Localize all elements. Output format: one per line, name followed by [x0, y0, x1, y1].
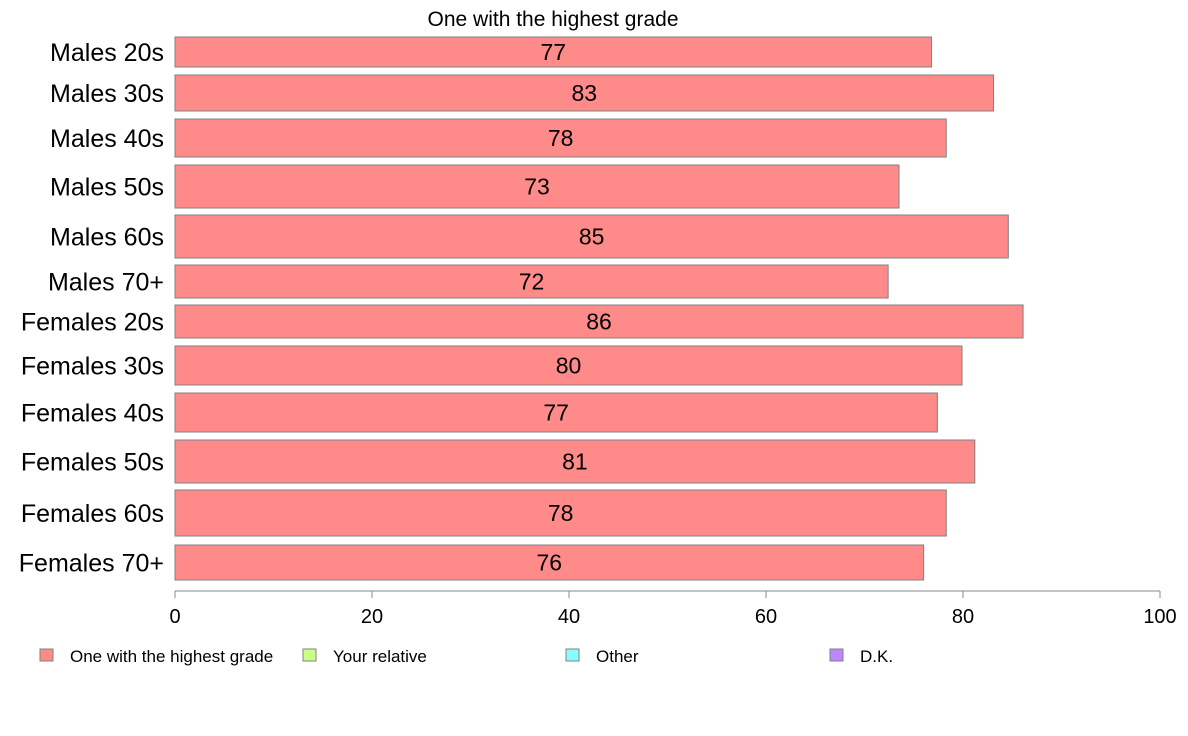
bar [174, 164, 900, 209]
data-label: 85 [579, 224, 605, 250]
x-tick-label: 40 [558, 606, 580, 628]
category-label: Males 20s [50, 39, 164, 67]
bar [174, 36, 932, 68]
category-label: Males 70+ [48, 269, 164, 297]
category-label: Males 30s [50, 80, 164, 108]
x-tick-label: 80 [952, 606, 974, 628]
bars-layer: Males 20s 77 Males 30s 83 Males 40s 78 Males 5… [19, 36, 1024, 581]
category-label: Males 40s [50, 125, 164, 153]
data-label: 86 [586, 309, 612, 335]
legend-label: D.K. [860, 647, 893, 666]
category-label: Females 20s [21, 309, 164, 337]
data-label: 83 [571, 80, 597, 106]
bar [174, 392, 938, 433]
data-label: 72 [519, 269, 545, 295]
category-label: Females 70+ [19, 550, 164, 578]
bar [174, 264, 889, 299]
legend-swatch [829, 648, 844, 662]
data-label: 80 [556, 353, 582, 379]
bar [174, 544, 925, 581]
legend-label: Other [596, 647, 639, 666]
legend-swatch [565, 648, 580, 662]
data-label: 78 [548, 500, 574, 526]
bar [174, 74, 995, 112]
legend-label: One with the highest grade [70, 647, 273, 666]
category-label: Males 50s [50, 174, 164, 202]
legend-swatch [39, 648, 54, 662]
x-tick-label: 20 [361, 606, 383, 628]
category-label: Females 60s [21, 500, 164, 528]
bar [174, 118, 947, 158]
data-label: 73 [524, 174, 550, 200]
category-label: Females 30s [21, 353, 164, 381]
legend-swatch [302, 648, 317, 662]
category-label: Females 40s [21, 400, 164, 428]
bar [174, 489, 947, 537]
data-label: 77 [540, 39, 566, 65]
legend-label: Your relative [333, 647, 427, 666]
x-tick-label: 60 [755, 606, 777, 628]
bar [174, 345, 963, 386]
data-label: 76 [537, 550, 563, 576]
data-label: 78 [548, 125, 574, 151]
bar [174, 304, 1024, 339]
data-label: 77 [543, 400, 569, 426]
x-axis: 0 20 40 60 80 100 [169, 590, 1177, 628]
legend: One with the highest grade Your relative O… [39, 647, 893, 666]
bar [174, 439, 976, 484]
chart-title: One with the highest grade [428, 8, 679, 31]
x-tick-label: 0 [169, 606, 180, 628]
category-label: Females 50s [21, 449, 164, 477]
x-tick-label: 100 [1143, 606, 1176, 628]
category-label: Males 60s [50, 224, 164, 252]
data-label: 81 [562, 449, 588, 475]
bar [174, 214, 1009, 259]
